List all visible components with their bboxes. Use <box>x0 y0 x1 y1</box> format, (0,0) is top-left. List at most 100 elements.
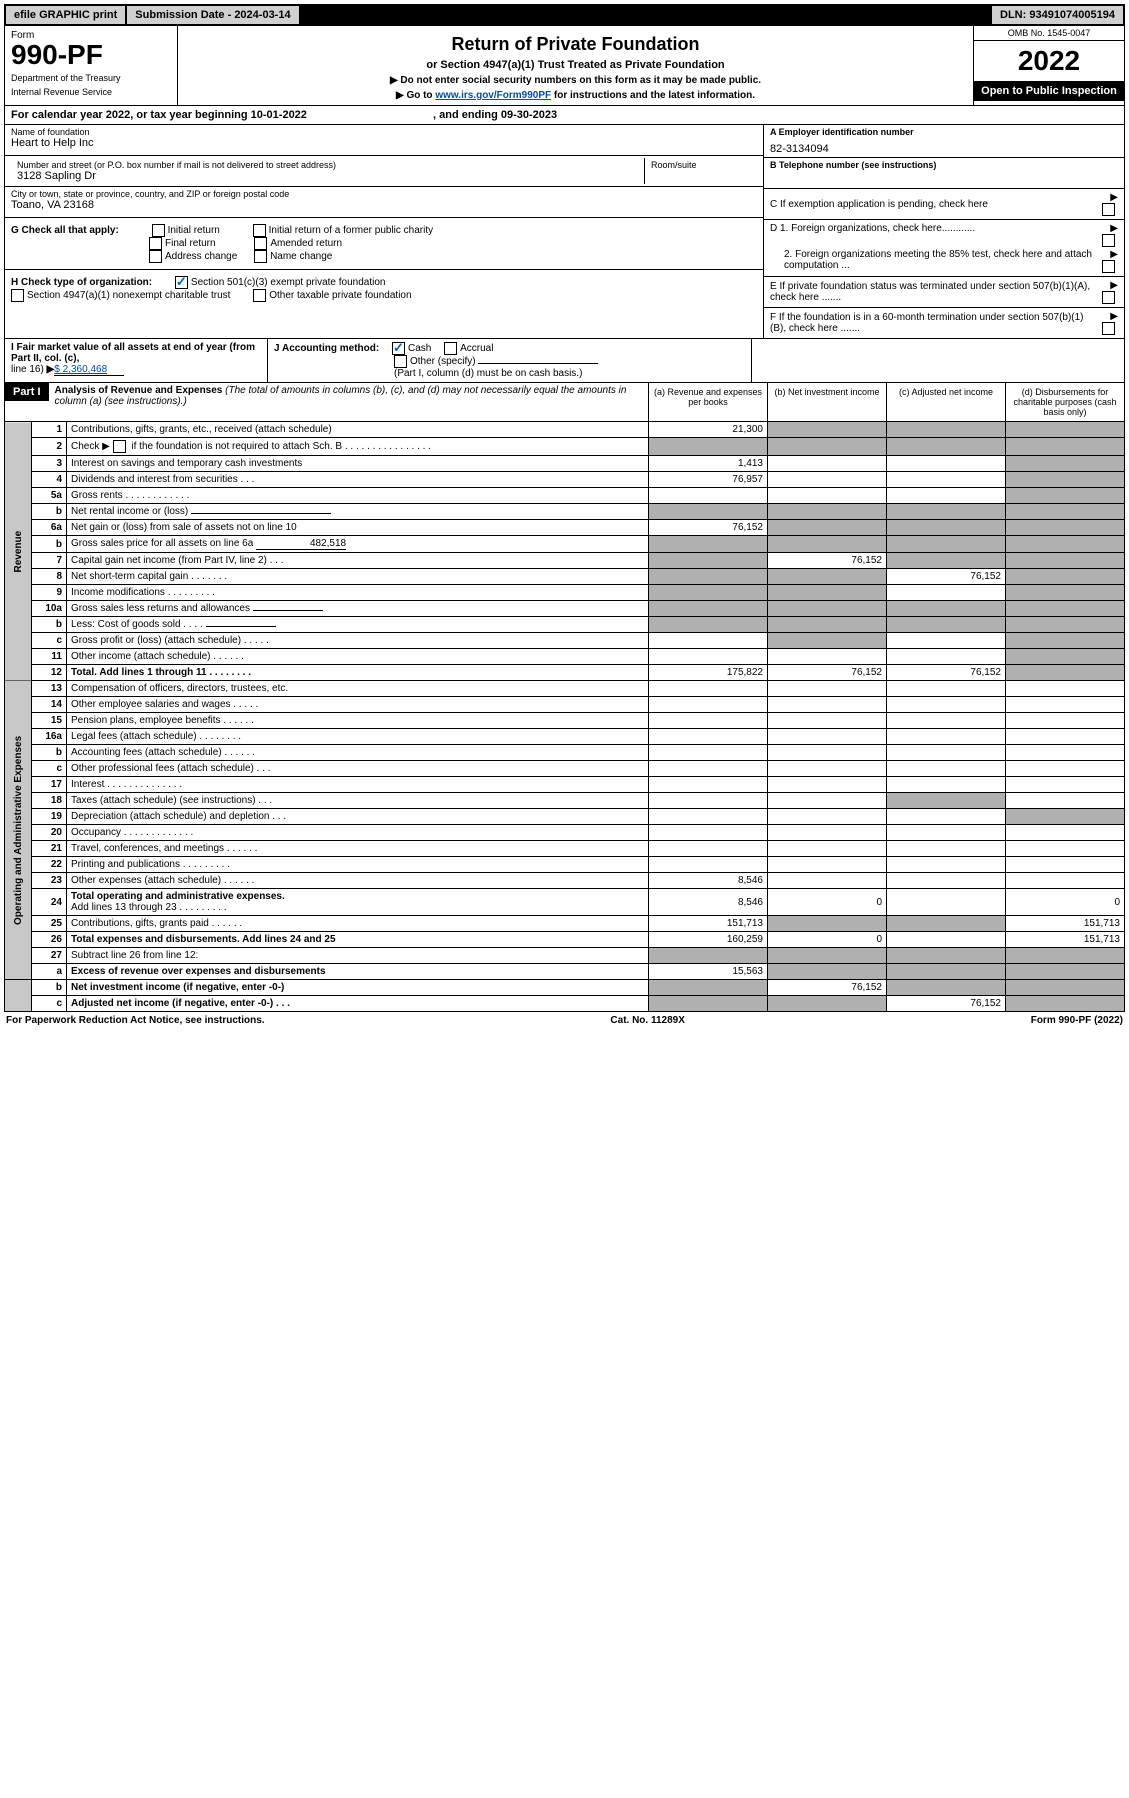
chk-initial-return[interactable] <box>152 224 165 237</box>
address-row: Number and street (or P.O. box number if… <box>5 156 763 187</box>
chk-c[interactable] <box>1102 203 1115 216</box>
efile-print-button[interactable]: efile GRAPHIC print <box>6 6 127 24</box>
line-17-desc: Interest . . . . . . . . . . . . . . <box>67 777 649 793</box>
f-row: F If the foundation is in a 60-month ter… <box>764 308 1124 338</box>
g-initial-former: Initial return of a former public charit… <box>269 225 434 236</box>
line-18-desc: Taxes (attach schedule) (see instruction… <box>67 793 649 809</box>
g-initial: Initial return <box>168 225 220 236</box>
line-6b-desc: Gross sales price for all assets on line… <box>67 536 649 553</box>
line-5a-desc: Gross rents . . . . . . . . . . . . <box>67 488 649 504</box>
table-row: cOther professional fees (attach schedul… <box>5 761 1125 777</box>
chk-amended[interactable] <box>254 237 267 250</box>
chk-e[interactable] <box>1102 291 1115 304</box>
line-8-c: 76,152 <box>887 569 1006 585</box>
note-url-post: for instructions and the latest informat… <box>551 90 755 101</box>
e-row: E If private foundation status was termi… <box>764 277 1124 308</box>
line-23-a: 8,546 <box>649 873 768 889</box>
chk-d2[interactable] <box>1102 260 1115 273</box>
foundation-name: Heart to Help Inc <box>11 137 757 149</box>
city-value: Toano, VA 23168 <box>11 199 757 211</box>
line-23-desc: Other expenses (attach schedule) . . . .… <box>67 873 649 889</box>
chk-501c3[interactable] <box>175 276 188 289</box>
j-note: (Part I, column (d) must be on cash basi… <box>394 368 582 379</box>
line-11-desc: Other income (attach schedule) . . . . .… <box>67 649 649 665</box>
chk-address-change[interactable] <box>149 250 162 263</box>
note-url-pre: ▶ Go to <box>396 90 435 101</box>
table-row: aExcess of revenue over expenses and dis… <box>5 964 1125 980</box>
line-27c-desc: Adjusted net income (if negative, enter … <box>67 996 649 1012</box>
note-ssn: ▶ Do not enter social security numbers o… <box>186 75 965 86</box>
chk-final-return[interactable] <box>149 237 162 250</box>
table-row: 19Depreciation (attach schedule) and dep… <box>5 809 1125 825</box>
chk-cash[interactable] <box>392 342 405 355</box>
line-25-a: 151,713 <box>649 916 768 932</box>
j-right-spacer <box>752 339 1124 382</box>
line-13-desc: Compensation of officers, directors, tru… <box>67 681 649 697</box>
g-name-change: Name change <box>270 251 332 262</box>
table-row: 3Interest on savings and temporary cash … <box>5 456 1125 472</box>
part1-title: Analysis of Revenue and Expenses <box>55 385 223 396</box>
chk-initial-former[interactable] <box>253 224 266 237</box>
table-row: 5aGross rents . . . . . . . . . . . . <box>5 488 1125 504</box>
table-row: cAdjusted net income (if negative, enter… <box>5 996 1125 1012</box>
header-left: Form 990-PF Department of the Treasury I… <box>5 26 178 105</box>
line-24-a: 8,546 <box>649 889 768 916</box>
footer-left: For Paperwork Reduction Act Notice, see … <box>6 1015 265 1026</box>
table-row: bAccounting fees (attach schedule) . . .… <box>5 745 1125 761</box>
chk-other-taxable[interactable] <box>253 289 266 302</box>
table-row: 20Occupancy . . . . . . . . . . . . . <box>5 825 1125 841</box>
expenses-side-label: Operating and Administrative Expenses <box>5 681 32 980</box>
line-12-a: 175,822 <box>649 665 768 681</box>
chk-f[interactable] <box>1102 322 1115 335</box>
line-27a-a: 15,563 <box>649 964 768 980</box>
col-d-head: (d) Disbursements for charitable purpose… <box>1005 383 1124 421</box>
g-amended: Amended return <box>270 238 342 249</box>
header-center: Return of Private Foundation or Section … <box>178 26 974 105</box>
table-row: bNet rental income or (loss) <box>5 504 1125 520</box>
line-24-desc: Total operating and administrative expen… <box>67 889 649 916</box>
main-table: Revenue 1 Contributions, gifts, grants, … <box>4 422 1125 1012</box>
c-row: C If exemption application is pending, c… <box>764 189 1124 220</box>
e-label: E If private foundation status was termi… <box>770 281 1098 303</box>
line-26-desc: Total expenses and disbursements. Add li… <box>67 932 649 948</box>
table-row: 15Pension plans, employee benefits . . .… <box>5 713 1125 729</box>
col-a-head: (a) Revenue and expenses per books <box>648 383 767 421</box>
foundation-info: Name of foundation Heart to Help Inc Num… <box>4 125 1125 339</box>
line-24-b: 0 <box>768 889 887 916</box>
chk-accrual[interactable] <box>444 342 457 355</box>
chk-4947[interactable] <box>11 289 24 302</box>
j-cell: J Accounting method: Cash Accrual Other … <box>268 339 752 382</box>
chk-d1[interactable] <box>1102 234 1115 247</box>
chk-line2[interactable] <box>113 440 126 453</box>
city-label: City or town, state or province, country… <box>11 189 757 199</box>
table-row: cGross profit or (loss) (attach schedule… <box>5 633 1125 649</box>
line-27b-b: 76,152 <box>768 980 887 996</box>
j-label: J Accounting method: <box>274 343 379 354</box>
table-row: 26Total expenses and disbursements. Add … <box>5 932 1125 948</box>
table-row: bLess: Cost of goods sold . . . . <box>5 617 1125 633</box>
j-accrual: Accrual <box>460 343 493 354</box>
d1-label: D 1. Foreign organizations, check here..… <box>770 223 1098 247</box>
table-row: bNet investment income (if negative, ent… <box>5 980 1125 996</box>
chk-name-change[interactable] <box>254 250 267 263</box>
phone-label: B Telephone number (see instructions) <box>770 160 1118 170</box>
foundation-name-label: Name of foundation <box>11 127 757 137</box>
line-10c-desc: Gross profit or (loss) (attach schedule)… <box>67 633 649 649</box>
line-10b-desc: Less: Cost of goods sold . . . . <box>67 617 649 633</box>
phone-cell: B Telephone number (see instructions) <box>764 158 1124 189</box>
top-bar-spacer <box>301 6 992 24</box>
table-row: 18Taxes (attach schedule) (see instructi… <box>5 793 1125 809</box>
line-26-d: 151,713 <box>1006 932 1125 948</box>
f-label: F If the foundation is in a 60-month ter… <box>770 312 1098 334</box>
dept-irs: Internal Revenue Service <box>11 87 171 97</box>
irs-form-link[interactable]: www.irs.gov/Form990PF <box>435 90 551 101</box>
line-21-desc: Travel, conferences, and meetings . . . … <box>67 841 649 857</box>
table-row: Operating and Administrative Expenses 13… <box>5 681 1125 697</box>
line-25-desc: Contributions, gifts, grants paid . . . … <box>67 916 649 932</box>
chk-other-method[interactable] <box>394 355 407 368</box>
top-bar: efile GRAPHIC print Submission Date - 20… <box>4 4 1125 26</box>
line-12-desc: Total. Add lines 1 through 11 . . . . . … <box>67 665 649 681</box>
form-number: 990-PF <box>11 41 171 69</box>
d-row: D 1. Foreign organizations, check here..… <box>764 220 1124 277</box>
i-value[interactable]: $ 2,360,468 <box>54 364 124 376</box>
